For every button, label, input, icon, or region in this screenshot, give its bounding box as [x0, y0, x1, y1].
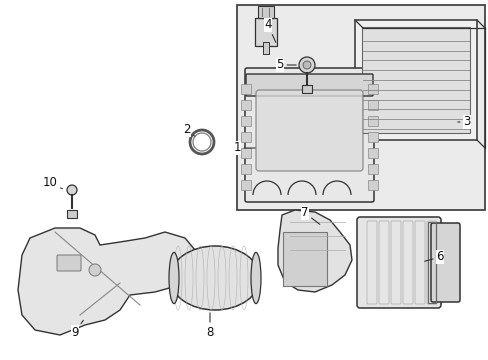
FancyBboxPatch shape [241, 100, 250, 110]
FancyBboxPatch shape [367, 100, 377, 110]
Text: 3: 3 [457, 116, 470, 129]
FancyBboxPatch shape [367, 84, 377, 94]
Text: 6: 6 [424, 251, 443, 264]
FancyBboxPatch shape [367, 132, 377, 142]
FancyBboxPatch shape [245, 74, 372, 96]
Text: 5: 5 [276, 58, 296, 72]
FancyBboxPatch shape [258, 6, 273, 18]
FancyBboxPatch shape [241, 180, 250, 190]
Text: 10: 10 [42, 176, 62, 189]
Text: 4: 4 [264, 18, 275, 42]
FancyBboxPatch shape [241, 148, 250, 158]
FancyBboxPatch shape [254, 18, 276, 46]
FancyBboxPatch shape [244, 68, 373, 202]
FancyBboxPatch shape [356, 217, 440, 308]
FancyBboxPatch shape [256, 90, 362, 171]
Text: 1: 1 [233, 141, 255, 154]
FancyBboxPatch shape [302, 85, 311, 93]
Ellipse shape [169, 252, 179, 303]
Polygon shape [278, 210, 351, 292]
Polygon shape [18, 228, 195, 335]
Text: 8: 8 [206, 313, 213, 338]
FancyBboxPatch shape [263, 42, 268, 54]
FancyBboxPatch shape [354, 20, 476, 140]
Circle shape [298, 57, 314, 73]
FancyBboxPatch shape [241, 132, 250, 142]
Circle shape [67, 185, 77, 195]
FancyBboxPatch shape [367, 116, 377, 126]
FancyBboxPatch shape [361, 27, 469, 133]
FancyBboxPatch shape [241, 164, 250, 174]
FancyBboxPatch shape [67, 210, 77, 218]
FancyBboxPatch shape [367, 148, 377, 158]
FancyBboxPatch shape [57, 255, 81, 271]
FancyBboxPatch shape [430, 223, 459, 302]
Circle shape [89, 264, 101, 276]
Text: 9: 9 [71, 320, 83, 338]
FancyBboxPatch shape [241, 84, 250, 94]
Ellipse shape [170, 246, 260, 310]
FancyBboxPatch shape [237, 5, 484, 210]
Text: 2: 2 [183, 123, 194, 136]
FancyBboxPatch shape [241, 116, 250, 126]
FancyBboxPatch shape [367, 180, 377, 190]
FancyBboxPatch shape [283, 232, 326, 286]
FancyBboxPatch shape [367, 164, 377, 174]
Text: 7: 7 [301, 207, 319, 224]
Ellipse shape [250, 252, 261, 303]
Circle shape [303, 61, 310, 69]
